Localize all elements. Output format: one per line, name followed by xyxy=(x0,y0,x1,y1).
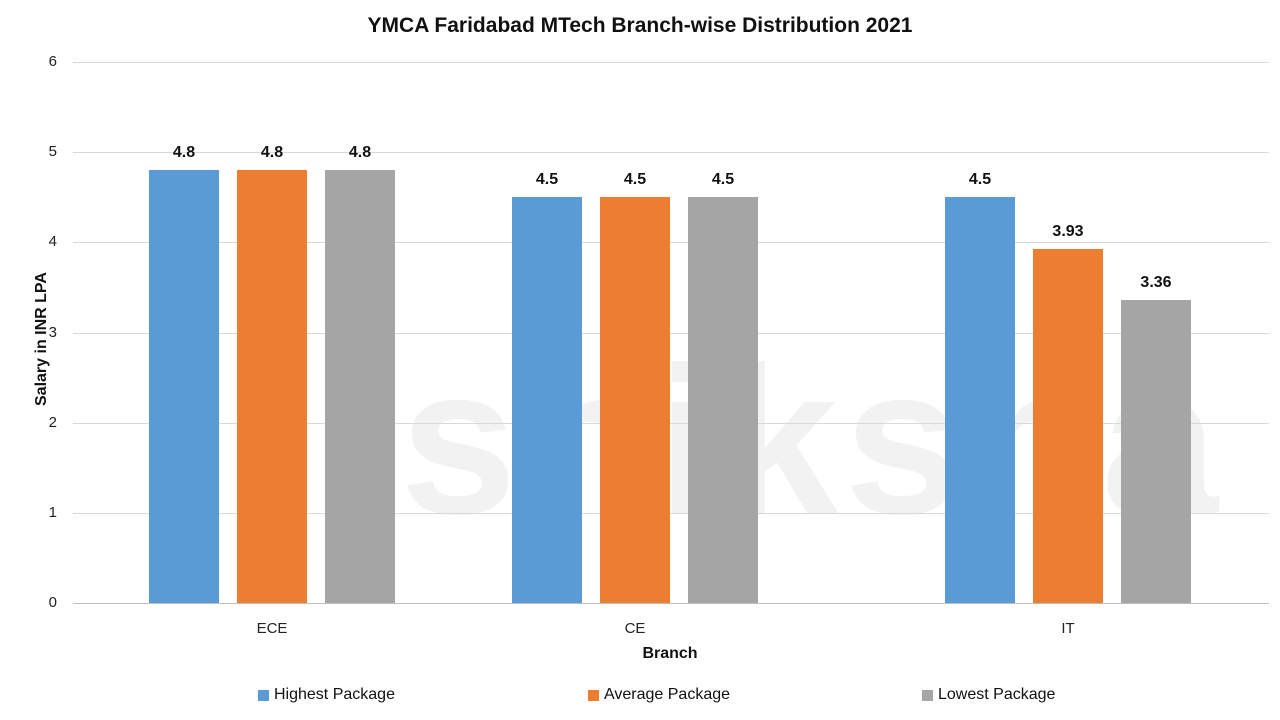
bar xyxy=(325,170,395,603)
y-tick-label: 3 xyxy=(48,323,57,341)
legend-label: Highest Package xyxy=(274,686,395,703)
x-tick-label: IT xyxy=(1061,620,1075,637)
bar xyxy=(688,197,758,603)
bar xyxy=(149,170,219,603)
gridline xyxy=(73,512,1269,514)
gridline xyxy=(73,62,1269,63)
bar xyxy=(237,170,307,603)
data-label: 3.36 xyxy=(1140,274,1172,292)
legend-label: Average Package xyxy=(604,686,731,703)
bar xyxy=(1121,300,1191,603)
data-label: 4.5 xyxy=(535,171,559,189)
plot-area: 4.8 4.8 4.8 4.5 4.5 4.5 4.5 3.93 3.36 xyxy=(73,62,1269,604)
legend-item: Lowest Package xyxy=(922,686,1055,704)
legend-label: Lowest Package xyxy=(938,686,1056,703)
x-tick-label: CE xyxy=(624,620,646,637)
y-tick-label: 6 xyxy=(48,53,57,70)
bar xyxy=(600,197,670,603)
chart-title: YMCA Faridabad MTech Branch-wise Distrib… xyxy=(367,14,913,37)
data-label: 4.5 xyxy=(968,171,992,189)
bar xyxy=(1033,248,1103,603)
legend-swatch-icon xyxy=(258,689,269,701)
data-label: 4.8 xyxy=(348,144,372,162)
legend-swatch-icon xyxy=(922,689,933,701)
bar xyxy=(945,197,1015,603)
gridline xyxy=(73,603,1269,604)
data-label: 4.5 xyxy=(711,171,735,189)
data-label: 4.8 xyxy=(172,144,196,162)
gridline xyxy=(73,332,1269,334)
data-label: 3.93 xyxy=(1052,222,1084,240)
legend-swatch-icon xyxy=(588,689,599,701)
gridline xyxy=(73,242,1269,244)
y-tick-label: 1 xyxy=(48,503,57,521)
y-tick-label: 2 xyxy=(48,413,57,431)
y-tick-label: 0 xyxy=(48,594,57,611)
x-tick-label: ECE xyxy=(256,620,288,637)
x-axis-label: Branch xyxy=(642,645,698,662)
data-label: 4.8 xyxy=(260,144,284,162)
legend-item: Average Package xyxy=(588,686,730,704)
legend-item: Highest Package xyxy=(258,686,395,704)
y-tick-label: 5 xyxy=(48,143,57,161)
data-label: 4.5 xyxy=(623,171,647,189)
y-tick-label: 4 xyxy=(48,233,57,251)
gridline xyxy=(73,422,1269,424)
bar xyxy=(512,197,582,603)
gridline xyxy=(73,152,1269,154)
